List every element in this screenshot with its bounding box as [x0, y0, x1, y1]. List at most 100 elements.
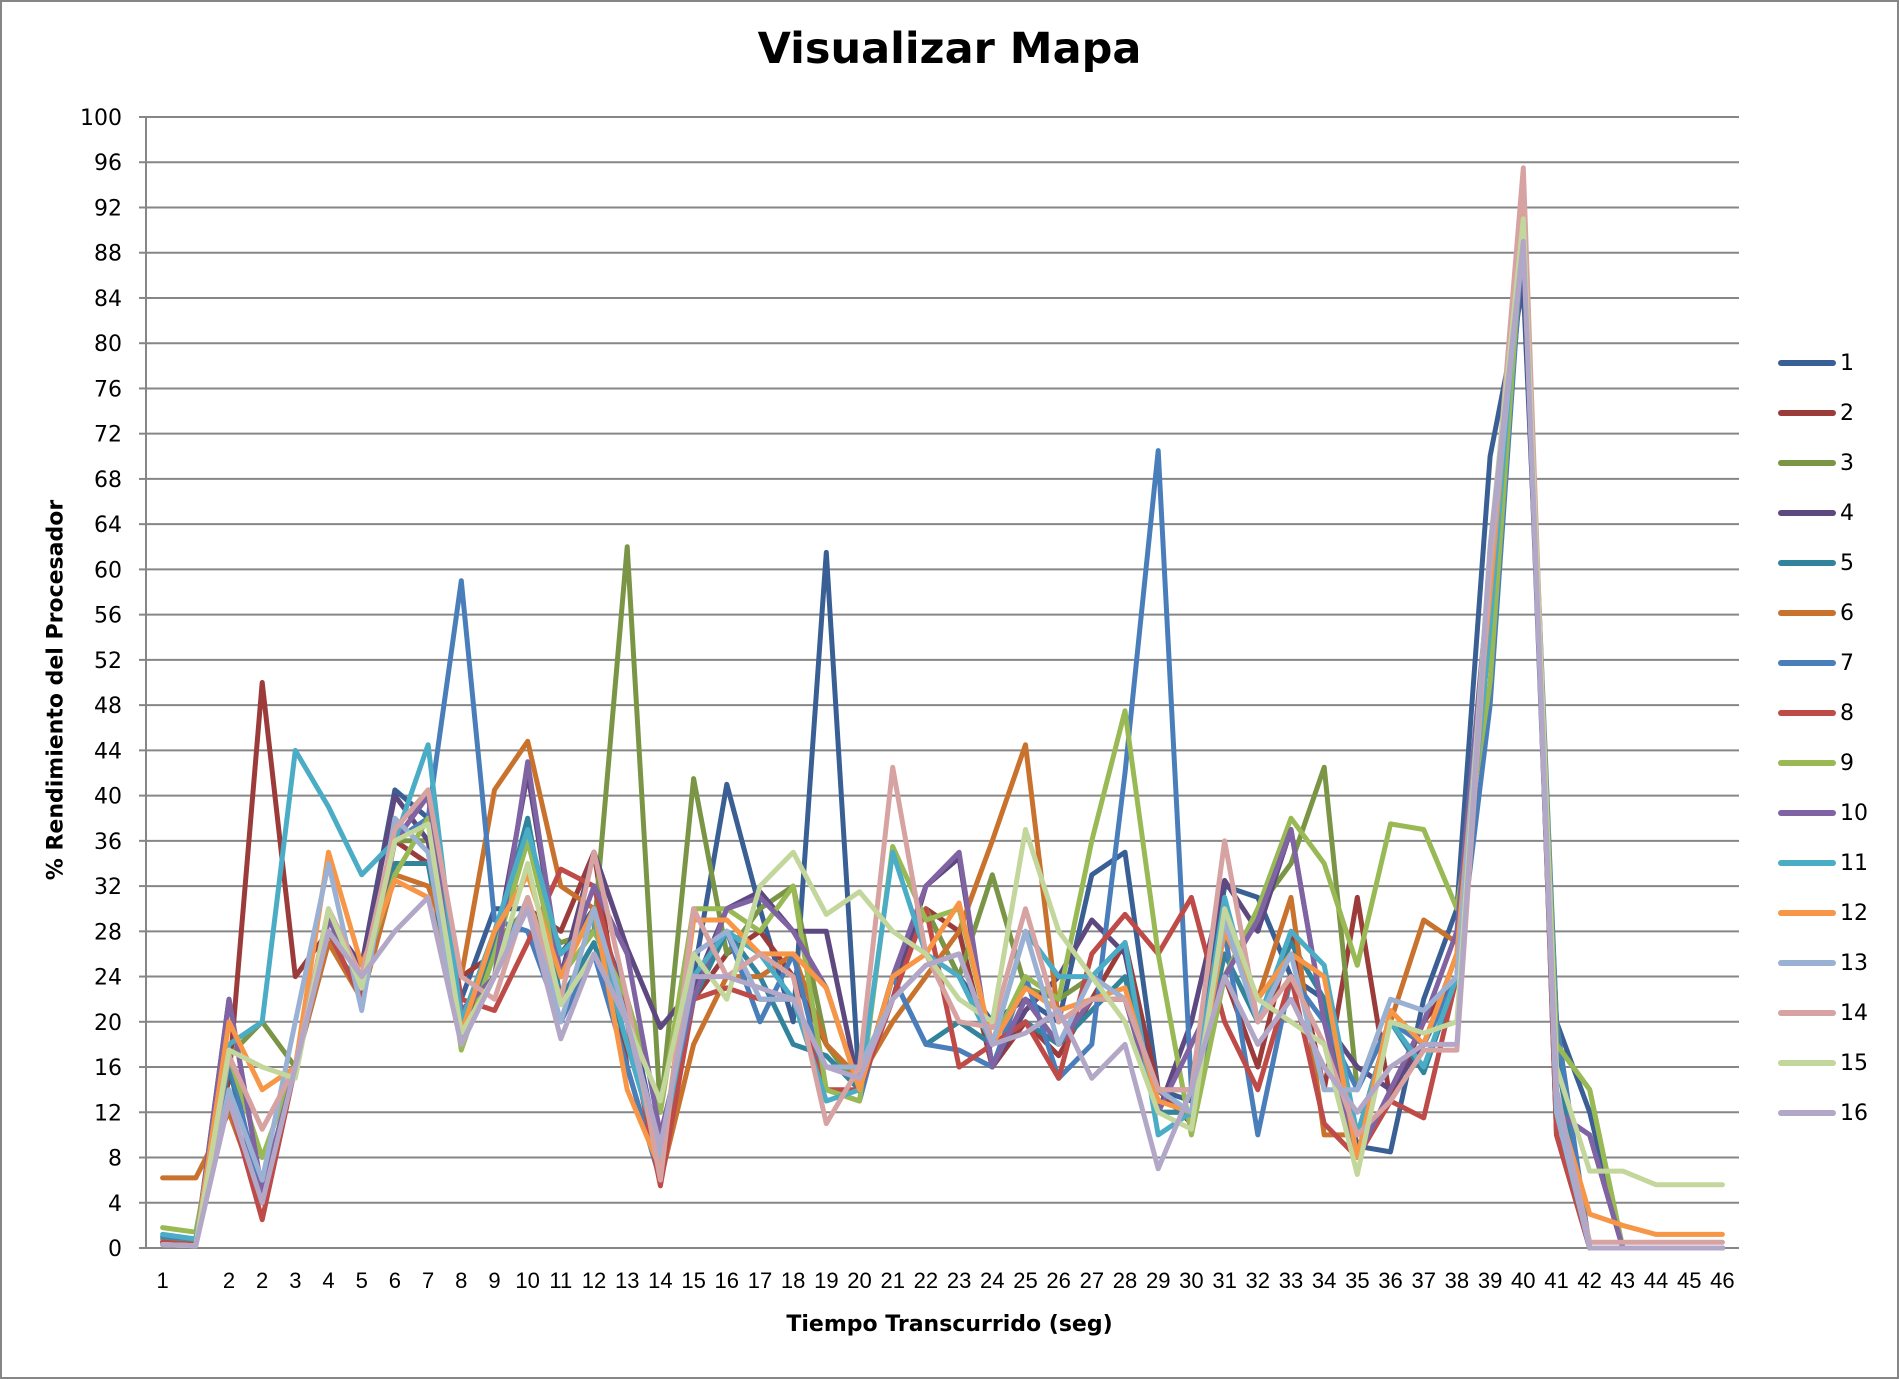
- legend-swatch: [1778, 710, 1836, 716]
- legend-label: 5: [1840, 550, 1854, 576]
- x-tick-label: 27: [1080, 1268, 1104, 1293]
- series-line-1: [160, 284, 1725, 1251]
- y-tick-label: 12: [94, 1101, 122, 1126]
- x-tick-label: 2: [256, 1268, 268, 1293]
- y-tick-label: 40: [94, 785, 122, 810]
- x-tick-label: 2: [223, 1268, 235, 1293]
- legend-label: 12: [1840, 900, 1868, 926]
- x-tick-label: 17: [748, 1268, 772, 1293]
- legend-swatch: [1778, 810, 1836, 816]
- legend-swatch: [1778, 860, 1836, 866]
- legend-label: 4: [1840, 500, 1854, 526]
- legend-item-8: 8: [1778, 688, 1888, 738]
- x-tick-label: 39: [1478, 1268, 1502, 1293]
- x-tick-label: 3: [289, 1268, 301, 1293]
- x-tick-label: 24: [980, 1268, 1004, 1293]
- x-tick-label: 45: [1677, 1268, 1701, 1293]
- y-tick-label: 4: [108, 1192, 122, 1217]
- x-tick-label: 12: [582, 1268, 606, 1293]
- y-tick-label: 72: [94, 423, 122, 448]
- legend-item-5: 5: [1778, 538, 1888, 588]
- legend-item-7: 7: [1778, 638, 1888, 688]
- series-line-16: [160, 238, 1725, 1251]
- legend: 1 2 3 4 5 6 7 8 9 10 11 12 13 14 15 16: [1778, 338, 1888, 1138]
- y-tick-label: 8: [108, 1147, 122, 1172]
- y-tick-label: 64: [94, 513, 122, 538]
- x-tick-label: 36: [1378, 1268, 1402, 1293]
- y-tick-label: 28: [94, 920, 122, 945]
- y-tick-label: 92: [94, 196, 122, 221]
- legend-swatch: [1778, 560, 1836, 566]
- x-tick-label: 31: [1212, 1268, 1236, 1293]
- y-tick-label: 24: [94, 966, 122, 991]
- x-tick-label: 30: [1179, 1268, 1203, 1293]
- x-tick-label: 20: [847, 1268, 871, 1293]
- legend-item-3: 3: [1778, 438, 1888, 488]
- y-tick-label: 88: [94, 242, 122, 267]
- y-tick-label: 80: [94, 332, 122, 357]
- legend-swatch: [1778, 760, 1836, 766]
- y-tick-label: 100: [80, 106, 122, 131]
- x-tick-label: 5: [356, 1268, 368, 1293]
- x-tick-label: 8: [455, 1268, 467, 1293]
- legend-swatch: [1778, 1060, 1836, 1066]
- series-line-7: [160, 227, 1725, 1251]
- legend-item-11: 11: [1778, 838, 1888, 888]
- legend-item-10: 10: [1778, 788, 1888, 838]
- y-tick-label: 96: [94, 151, 122, 176]
- y-axis-ticks: 0481216202428323640444852566064687276808…: [80, 106, 122, 1262]
- x-tick-label: 42: [1577, 1268, 1601, 1293]
- x-tick-label: 28: [1113, 1268, 1137, 1293]
- x-tick-label: 44: [1644, 1268, 1668, 1293]
- x-axis-label: Tiempo Transcurrido (seg): [786, 1312, 1113, 1337]
- x-tick-label: 7: [422, 1268, 434, 1293]
- x-tick-label: 46: [1710, 1268, 1734, 1293]
- legend-swatch: [1778, 610, 1836, 616]
- x-tick-label: 1: [156, 1268, 168, 1293]
- x-tick-label: 29: [1146, 1268, 1170, 1293]
- x-tick-label: 14: [648, 1268, 672, 1293]
- y-tick-label: 60: [94, 558, 122, 583]
- legend-swatch: [1778, 910, 1836, 916]
- legend-item-4: 4: [1778, 488, 1888, 538]
- y-tick-label: 52: [94, 649, 122, 674]
- y-tick-label: 32: [94, 875, 122, 900]
- legend-label: 3: [1840, 450, 1854, 476]
- x-tick-label: 23: [947, 1268, 971, 1293]
- x-tick-label: 18: [781, 1268, 805, 1293]
- legend-swatch: [1778, 510, 1836, 516]
- legend-label: 8: [1840, 700, 1854, 726]
- legend-label: 9: [1840, 750, 1854, 776]
- legend-item-9: 9: [1778, 738, 1888, 788]
- x-tick-label: 4: [322, 1268, 334, 1293]
- legend-label: 6: [1840, 600, 1854, 626]
- legend-swatch: [1778, 660, 1836, 666]
- legend-item-12: 12: [1778, 888, 1888, 938]
- legend-item-2: 2: [1778, 388, 1888, 438]
- x-tick-label: 9: [488, 1268, 500, 1293]
- y-tick-label: 84: [94, 287, 122, 312]
- x-tick-label: 22: [914, 1268, 938, 1293]
- y-tick-label: 48: [94, 694, 122, 719]
- x-tick-label: 11: [549, 1268, 572, 1293]
- legend-label: 16: [1840, 1100, 1868, 1126]
- legend-label: 11: [1840, 850, 1868, 876]
- legend-swatch: [1778, 1110, 1836, 1116]
- x-tick-label: 41: [1544, 1268, 1568, 1293]
- x-tick-label: 6: [389, 1268, 401, 1293]
- legend-item-1: 1: [1778, 338, 1888, 388]
- chart-title: Visualizar Mapa: [757, 24, 1142, 74]
- gridlines: [139, 116, 1739, 1249]
- legend-item-14: 14: [1778, 988, 1888, 1038]
- x-tick-label: 16: [715, 1268, 739, 1293]
- x-tick-label: 32: [1246, 1268, 1270, 1293]
- y-tick-label: 44: [94, 739, 122, 764]
- legend-label: 15: [1840, 1050, 1868, 1076]
- x-tick-label: 35: [1345, 1268, 1369, 1293]
- x-tick-label: 15: [681, 1268, 705, 1293]
- x-tick-label: 25: [1013, 1268, 1037, 1293]
- y-tick-label: 76: [94, 377, 122, 402]
- legend-label: 10: [1840, 800, 1868, 826]
- legend-swatch: [1778, 960, 1836, 966]
- legend-label: 7: [1840, 650, 1854, 676]
